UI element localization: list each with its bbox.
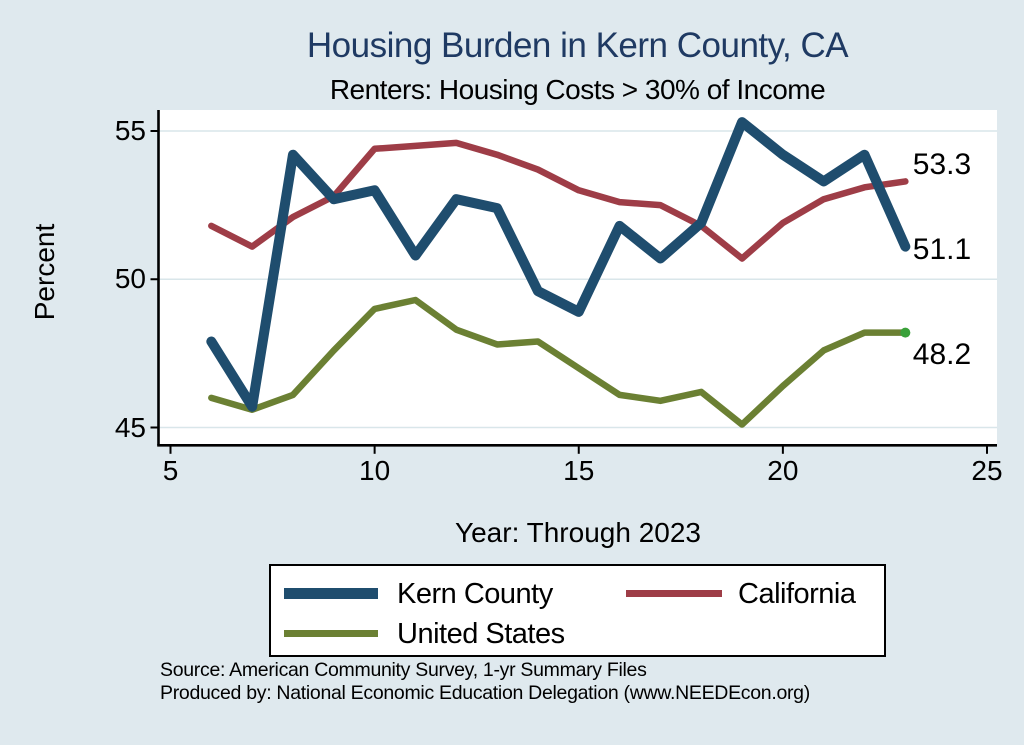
end-value-label-united-states: 48.2 bbox=[912, 338, 972, 371]
end-value-label-kern-county: 51.1 bbox=[912, 233, 972, 266]
source-line: Source: American Community Survey, 1-yr … bbox=[160, 659, 647, 681]
chart-subtitle: Renters: Housing Costs > 30% of Income bbox=[329, 74, 826, 105]
series-line-kern-county bbox=[206, 117, 911, 412]
source-note: Source: American Community Survey, 1-yr … bbox=[160, 659, 810, 705]
legend-swatch-california bbox=[626, 590, 722, 597]
x-tick-label: 5 bbox=[162, 455, 179, 486]
series-line-california bbox=[208, 139, 909, 262]
legend: Kern County California United States bbox=[269, 564, 886, 657]
legend-label-united-states: United States bbox=[397, 618, 565, 650]
legend-swatch-kern-county bbox=[284, 588, 378, 599]
x-tick-label: 15 bbox=[563, 455, 595, 486]
produced-by-line: Produced by: National Economic Education… bbox=[160, 682, 810, 705]
end-value-label-california: 53.3 bbox=[912, 148, 972, 181]
x-tick-label: 10 bbox=[359, 455, 391, 486]
series-line-united-states bbox=[208, 296, 909, 428]
legend-label-california: California bbox=[738, 578, 856, 610]
legend-swatch-united-states bbox=[284, 630, 378, 637]
y-axis-title: Percent bbox=[29, 223, 60, 321]
x-tick-label: 25 bbox=[971, 455, 1003, 486]
y-tick-label: 45 bbox=[114, 411, 146, 443]
legend-label-kern-county: Kern County bbox=[397, 578, 553, 610]
x-axis-title: Year: Through 2023 bbox=[455, 517, 701, 548]
chart-title: Housing Burden in Kern County, CA bbox=[306, 26, 849, 65]
series-end-marker bbox=[900, 327, 911, 338]
x-tick-label: 20 bbox=[767, 455, 799, 486]
y-tick-label: 50 bbox=[114, 263, 146, 295]
y-tick-label: 55 bbox=[114, 115, 146, 146]
